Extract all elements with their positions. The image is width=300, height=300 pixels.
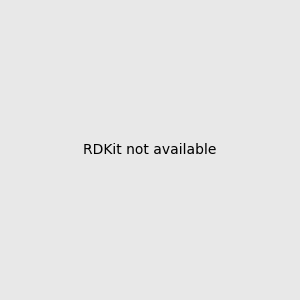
Text: RDKit not available: RDKit not available <box>83 143 217 157</box>
